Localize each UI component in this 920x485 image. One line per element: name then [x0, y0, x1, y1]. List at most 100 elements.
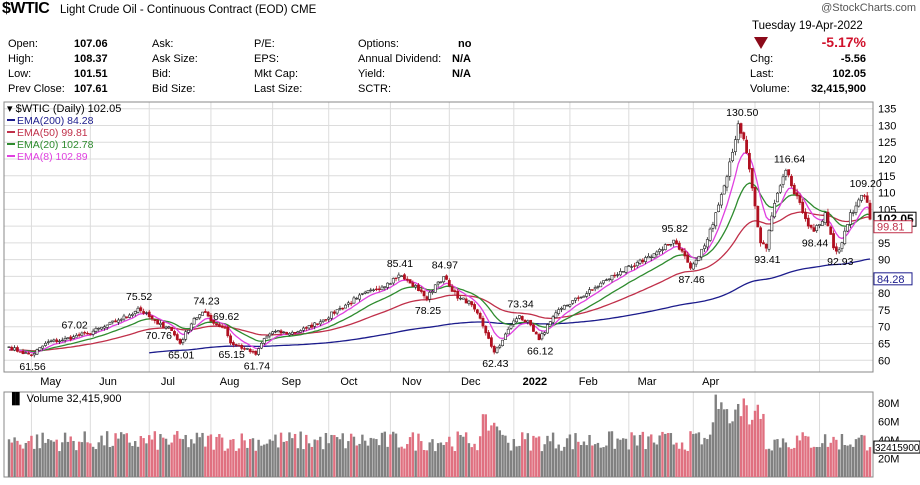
volume-bar: [310, 446, 314, 477]
volume-bar: [464, 432, 468, 477]
candle: [366, 290, 370, 293]
volume-bar: [868, 447, 872, 477]
candle: [652, 253, 656, 258]
candle: [156, 319, 160, 325]
volume-bar: [703, 437, 706, 477]
volume-bar: [706, 439, 709, 477]
candle: [18, 351, 22, 353]
volume-legend: ▐▌ Volume 32,415,900: [8, 391, 121, 406]
volume-bar: [420, 441, 423, 477]
volume-bar: [512, 439, 516, 477]
volume-bar: [349, 433, 353, 477]
volume-tick-label: 20M: [878, 454, 899, 466]
candle: [677, 242, 681, 250]
options-value: no: [458, 38, 472, 50]
volume-bar: [232, 439, 235, 477]
ema-tag: 99.81: [877, 222, 905, 234]
volume-bar: [448, 436, 451, 477]
eps-label: EPS:: [254, 53, 280, 65]
volume-bar: [212, 449, 215, 477]
volume-bar: [765, 449, 768, 477]
volume-bar: [535, 437, 538, 477]
chg-value: -5.56: [840, 53, 866, 65]
candle: [778, 185, 782, 193]
candle: [394, 277, 398, 280]
price-annotation: 93.41: [754, 254, 780, 266]
candle: [717, 204, 720, 213]
candle: [585, 293, 589, 297]
price-annotation: 66.12: [527, 346, 553, 358]
candle: [534, 331, 538, 335]
volume-bar: [80, 442, 84, 477]
candle: [417, 284, 420, 292]
candle: [431, 291, 434, 293]
candle: [694, 259, 698, 265]
candle: [114, 320, 117, 323]
chg-label: Chg:: [750, 53, 774, 65]
candle: [621, 271, 625, 273]
watermark[interactable]: @StockCharts.com: [821, 2, 916, 14]
candle: [489, 337, 493, 347]
candle: [843, 230, 847, 244]
volume-bar: [857, 437, 860, 477]
volume-bar: [117, 438, 120, 477]
y-tick-label: 110: [878, 188, 896, 200]
x-tick-label: Feb: [579, 376, 598, 388]
candle: [237, 345, 241, 347]
volume-bar: [577, 441, 580, 477]
volume-bar: [596, 442, 600, 477]
candle: [641, 259, 645, 263]
high-label: High:: [8, 53, 34, 65]
candle: [666, 244, 670, 246]
volume-bar: [316, 440, 319, 477]
volume-bar: [176, 431, 179, 477]
prev-close-value: 107.61: [74, 83, 108, 95]
volume-bar: [131, 445, 134, 477]
candle: [823, 212, 827, 223]
volume-bar: [215, 436, 218, 477]
volume-bar: [664, 433, 667, 477]
volume-bar: [532, 435, 535, 477]
volume-bar: [386, 446, 389, 477]
volume-bar: [77, 441, 81, 477]
candle: [16, 347, 19, 352]
volume-bar: [748, 424, 751, 477]
volume-bar: [13, 437, 16, 477]
candle: [83, 332, 87, 334]
volume-bar: [422, 449, 426, 477]
volume-bar: [128, 442, 131, 477]
legend-entry: EMA(50) 99.81: [17, 127, 88, 139]
volume-bar: [403, 448, 406, 477]
volume-bar: [487, 430, 490, 477]
volume-bar: [27, 441, 30, 477]
candle: [383, 286, 387, 288]
volume-bar: [372, 438, 375, 477]
volume-bar: [324, 433, 328, 477]
candle: [795, 192, 799, 197]
candle: [464, 298, 468, 304]
quote-date: Tuesday 19-Apr-2022: [752, 20, 863, 32]
ema-tag-box: [873, 272, 913, 286]
price-annotation: 75.52: [126, 291, 152, 303]
candle: [557, 309, 561, 314]
candle: [422, 290, 426, 297]
volume-bar: [445, 442, 448, 477]
candle: [293, 332, 297, 334]
volume-bar: [521, 432, 524, 477]
volume-bar: [375, 439, 378, 477]
candle: [363, 291, 367, 294]
candle: [705, 239, 709, 248]
candle: [461, 297, 465, 300]
x-tick-label: Sep: [281, 376, 301, 388]
candle: [537, 334, 541, 341]
candle: [568, 304, 572, 307]
volume-bar: [103, 445, 106, 477]
volume-bar: [333, 435, 336, 477]
volume-bar: [119, 432, 123, 477]
candle: [576, 297, 580, 299]
candle: [753, 186, 757, 207]
volume-bar: [636, 445, 639, 477]
candle: [868, 202, 872, 220]
volume-bar: [251, 438, 255, 477]
